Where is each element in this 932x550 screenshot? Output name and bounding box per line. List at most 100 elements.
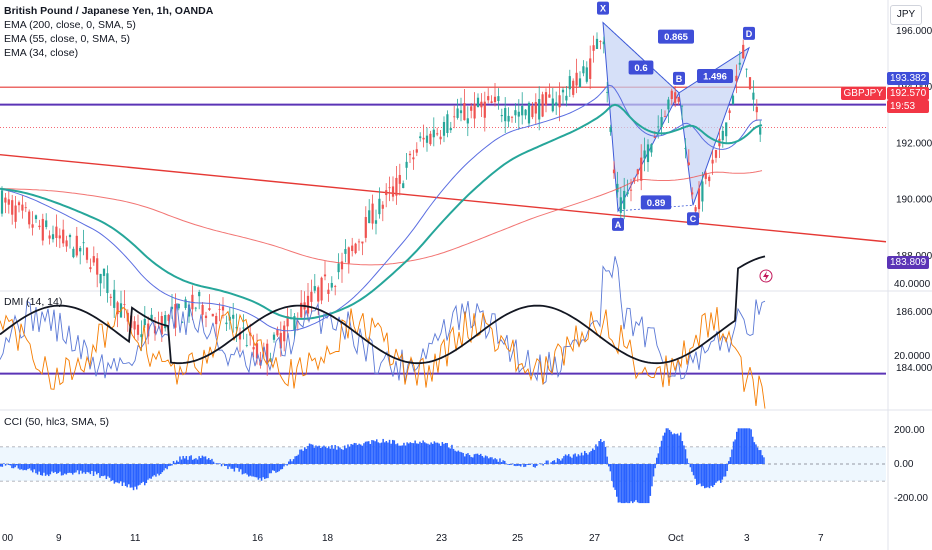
candle-body: [704, 172, 707, 179]
cci-bar: [705, 464, 708, 488]
cci-bar: [630, 464, 632, 502]
cci-bar: [427, 443, 429, 464]
cci-bar: [195, 458, 197, 464]
cci-bar: [649, 464, 652, 496]
candle-body: [310, 291, 313, 302]
cci-bar: [742, 428, 744, 464]
cci-bar: [49, 464, 52, 475]
cci-bar: [532, 464, 535, 467]
candle-body: [548, 94, 551, 98]
cci-bar: [753, 442, 756, 464]
cci-bar: [470, 456, 472, 464]
cci-bar: [144, 464, 146, 486]
cci-bar: [646, 464, 648, 504]
ema200-legend[interactable]: EMA (200, close, 0, SMA, 5): [4, 19, 136, 31]
cci-bar: [33, 464, 36, 470]
cci-bar: [25, 464, 28, 471]
cci-pane[interactable]: [0, 428, 886, 504]
currency-selector[interactable]: JPY: [890, 5, 922, 25]
candle-body: [198, 291, 201, 297]
cci-bar: [235, 464, 237, 468]
cci-bar: [731, 449, 733, 464]
candle-body: [201, 304, 204, 315]
ema55-legend[interactable]: EMA (55, close, 0, SMA, 5): [4, 33, 131, 45]
price-tick-label: 190.000: [896, 195, 932, 206]
support-price-tag: 183.809: [887, 256, 929, 269]
pattern-point-label: X: [600, 4, 606, 14]
candle-body: [238, 332, 242, 340]
candle-body: [565, 95, 568, 101]
candle-body: [459, 110, 463, 114]
candle-body: [419, 136, 422, 139]
dmi-title: DMI (14, 14): [4, 296, 63, 308]
xb-dotted-line: [602, 22, 680, 94]
cci-bar: [481, 456, 484, 464]
cci-bar: [262, 464, 264, 478]
cci-bar: [454, 450, 456, 464]
cci-bar: [113, 464, 116, 484]
cci-bar: [619, 464, 621, 503]
candle-body: [731, 95, 735, 105]
cci-bar: [91, 464, 93, 471]
cci-bar: [580, 452, 583, 464]
candle-body: [568, 76, 571, 90]
candle-body: [306, 295, 310, 314]
cci-bar: [366, 441, 368, 464]
cci-bar: [161, 464, 164, 473]
cci-bar: [288, 461, 290, 464]
time-tick-label: 23: [436, 533, 448, 544]
cci-bar: [547, 460, 549, 464]
candle-body: [694, 207, 697, 212]
time-tick-label: 16: [252, 533, 264, 544]
cci-bar: [300, 449, 303, 464]
candle-body: [636, 169, 639, 175]
cci-bar: [257, 464, 260, 480]
cci-bar: [612, 464, 615, 488]
cci-bar: [374, 441, 376, 464]
cci-bar: [556, 458, 559, 464]
ema34-legend[interactable]: EMA (34, close): [4, 47, 79, 59]
candle-body: [17, 202, 21, 206]
candle-body: [487, 96, 490, 101]
cci-bar: [27, 464, 29, 470]
cci-bar: [513, 464, 516, 466]
cci-bar: [192, 459, 194, 464]
cci-bar: [673, 433, 676, 464]
candle-body: [619, 197, 622, 213]
pattern-ratio-box: [658, 29, 694, 44]
candle-body: [517, 111, 520, 117]
candle-body: [422, 137, 425, 140]
countdown-tag: 19:53: [887, 100, 929, 113]
candle-body: [480, 101, 483, 108]
cci-bar: [491, 457, 493, 464]
candle-body: [266, 343, 269, 363]
candle-body: [140, 334, 143, 338]
candle-body: [490, 101, 493, 103]
cci-bar: [60, 464, 63, 476]
cci-bar: [745, 428, 748, 464]
candle-body: [218, 308, 221, 310]
cci-bar: [420, 442, 423, 464]
cci-bar: [489, 457, 492, 464]
cci-bar: [518, 464, 520, 466]
cci-bar: [356, 444, 359, 464]
cci-bar: [20, 464, 23, 470]
candle-body: [62, 229, 65, 244]
cci-bar: [713, 464, 716, 486]
cci-bar: [492, 459, 495, 464]
cci-bar: [305, 448, 308, 464]
cci-bar: [340, 449, 343, 464]
cci-bar: [699, 464, 701, 484]
candle-body: [323, 274, 327, 277]
cci-bar: [488, 458, 490, 464]
candle-body: [133, 321, 136, 330]
cci-bar: [636, 464, 639, 503]
cci-bar: [65, 464, 68, 475]
cci-bar: [593, 449, 596, 464]
candle-body: [167, 314, 170, 321]
cci-bar: [736, 431, 738, 464]
candle-body: [742, 44, 745, 59]
candle-body: [89, 267, 92, 270]
dmi-pane[interactable]: [0, 255, 766, 409]
